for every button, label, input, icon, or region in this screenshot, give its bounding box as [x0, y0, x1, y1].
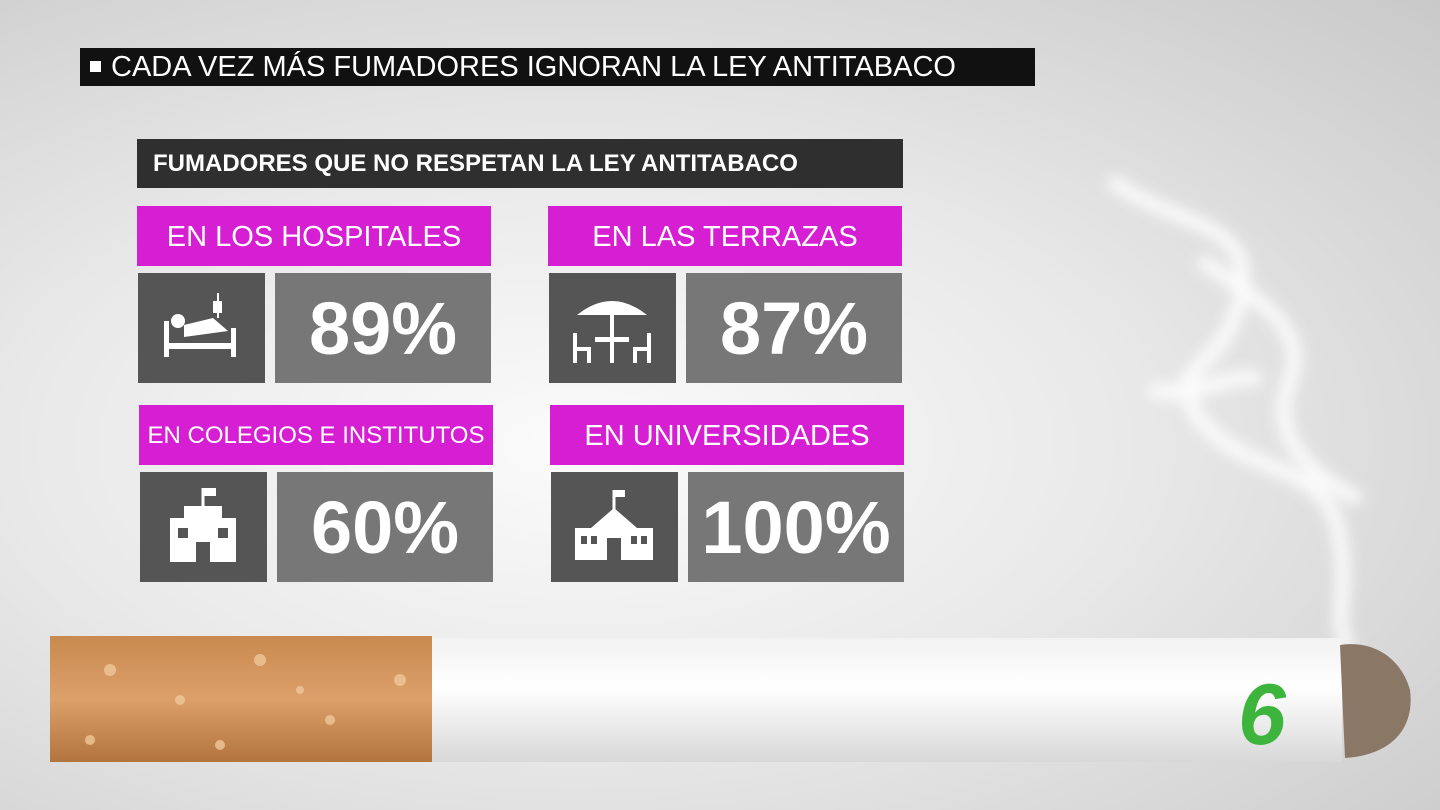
- panel-icon: [140, 472, 267, 582]
- headline-text: CADA VEZ MÁS FUMADORES IGNORAN LA LEY AN…: [111, 51, 956, 83]
- panel-label: EN COLEGIOS E INSTITUTOS: [139, 405, 493, 465]
- icon: [573, 301, 651, 363]
- panel-label: EN UNIVERSIDADES: [550, 405, 904, 465]
- cigarette-ash: [1340, 644, 1411, 758]
- panel-icon: [138, 273, 265, 383]
- panel-label: EN LAS TERRAZAS: [548, 206, 902, 266]
- subtitle: FUMADORES QUE NO RESPETAN LA LEY ANTITAB…: [137, 139, 903, 188]
- panel-icon: [551, 472, 678, 582]
- cigarette-paper: [432, 638, 1342, 762]
- panel-value: 87%: [686, 273, 902, 383]
- cigarette-filter: [50, 636, 432, 762]
- panel-value: 60%: [277, 472, 493, 582]
- icon: [170, 488, 236, 562]
- headline: CADA VEZ MÁS FUMADORES IGNORAN LA LEY AN…: [80, 48, 1035, 86]
- panel-value: 89%: [275, 273, 491, 383]
- icon: [164, 293, 236, 357]
- panel-label: EN LOS HOSPITALES: [137, 206, 491, 266]
- icon: [575, 490, 653, 560]
- panel-value: 100%: [688, 472, 904, 582]
- panel-icon: [549, 273, 676, 383]
- channel-logo: 6: [1238, 667, 1286, 763]
